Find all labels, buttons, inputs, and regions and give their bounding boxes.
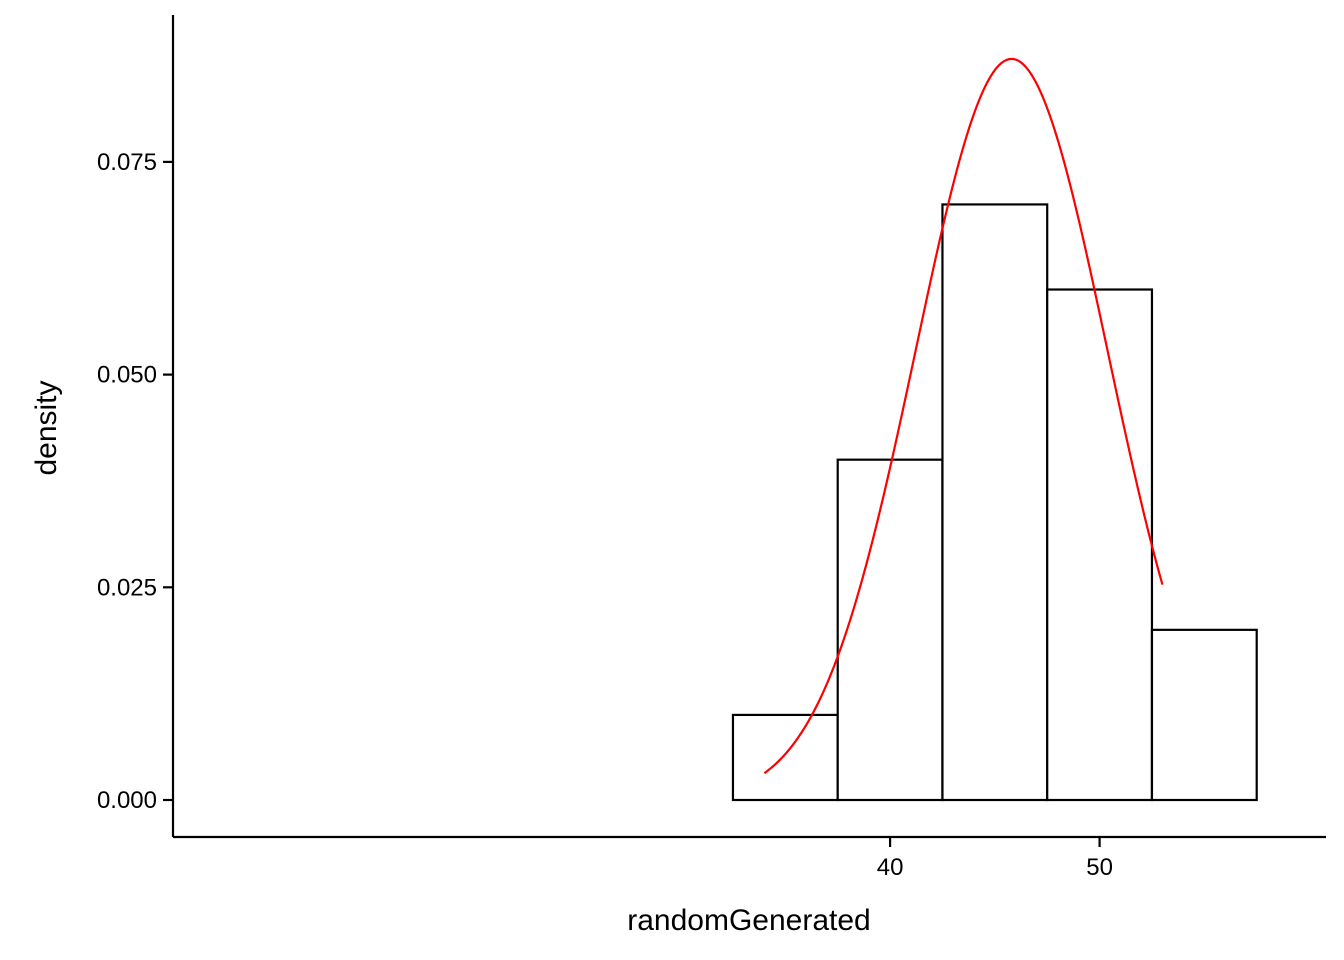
y-axis-ticks: 0.000 0.025 0.050 0.075 — [97, 149, 173, 814]
y-tick-label: 0.025 — [97, 574, 157, 601]
x-tick-label: 40 — [877, 854, 904, 881]
density-curve — [763, 57, 1164, 775]
axes — [171, 15, 1326, 839]
x-tick-label: 50 — [1086, 854, 1113, 881]
y-tick-label: 0.075 — [97, 149, 157, 176]
histogram-bar-2 — [836, 458, 944, 802]
histogram-bar-3 — [941, 203, 1049, 802]
density-curve-layer — [763, 57, 1164, 775]
y-tick-label: 0.050 — [97, 362, 157, 389]
histogram-bar-5 — [1150, 628, 1258, 802]
y-axis-title: density — [30, 380, 63, 475]
x-axis-title: randomGenerated — [627, 904, 871, 937]
x-axis-ticks: 40 50 — [877, 837, 1113, 881]
y-tick-label: 0.000 — [97, 787, 157, 814]
histogram-bars — [731, 203, 1258, 802]
histogram-bar-4 — [1046, 288, 1154, 802]
histogram-bar-1 — [731, 713, 839, 802]
